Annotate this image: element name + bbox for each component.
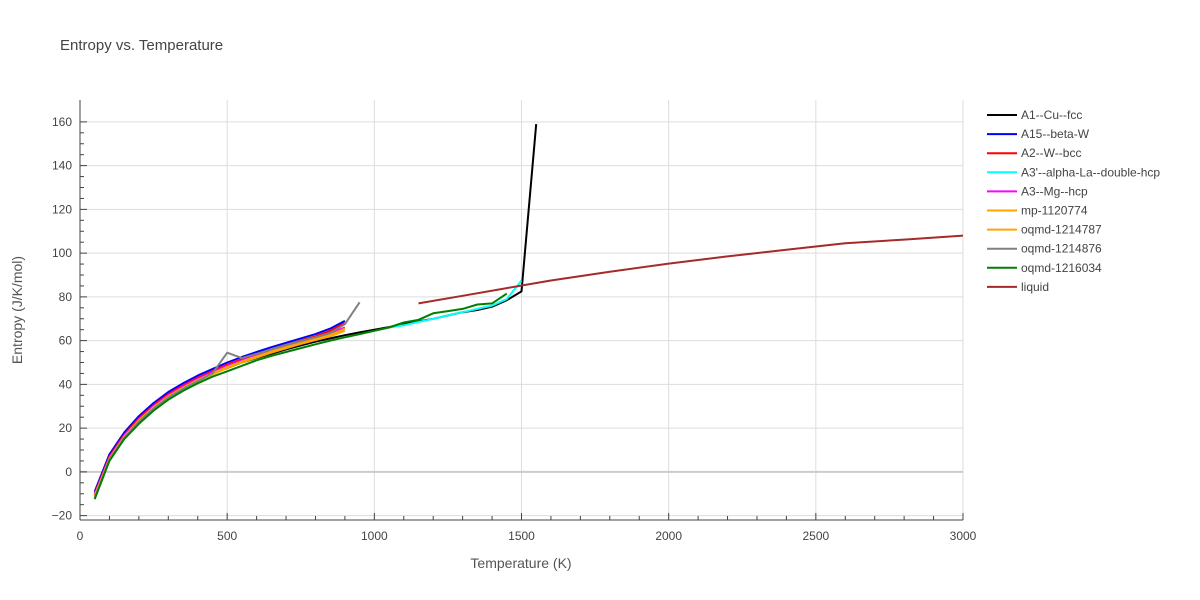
x-tick-label: 500	[217, 529, 237, 543]
y-tick-label: 140	[52, 159, 72, 173]
series-line-liquid	[418, 234, 964, 305]
x-tick-labels: 0 500 1000 1500 2000 2500 3000	[77, 529, 977, 543]
series-layer	[93, 124, 964, 500]
x-tick-label: 3000	[950, 529, 977, 543]
legend-item[interactable]: A3'--alpha-La--double-hcp	[987, 165, 1160, 179]
y-tick-label: 120	[52, 202, 72, 216]
chart-title: Entropy vs. Temperature	[60, 37, 223, 54]
x-tick-label: 1500	[508, 529, 535, 543]
x-tick-label: 1000	[361, 529, 388, 543]
legend-label: liquid	[1021, 280, 1049, 294]
legend-item[interactable]: A15--beta-W	[987, 127, 1090, 141]
legend-item[interactable]: oqmd-1216034	[987, 261, 1102, 275]
y-tick-labels: −20 0 20 40 60 80 100 120 140 160	[52, 115, 73, 523]
legend-label: oqmd-1214787	[1021, 223, 1102, 237]
legend-label: oqmd-1216034	[1021, 261, 1102, 275]
grid	[80, 100, 964, 520]
series-line-oqmd-1216034	[93, 292, 508, 500]
x-tick-label: 2500	[802, 529, 829, 543]
y-tick-label: 40	[59, 377, 73, 391]
legend-item[interactable]: liquid	[987, 280, 1049, 294]
legend-item[interactable]: oqmd-1214787	[987, 223, 1102, 237]
legend-label: A1--Cu--fcc	[1021, 108, 1082, 122]
y-tick-label: −20	[52, 509, 73, 523]
legend[interactable]: A1--Cu--fcc A15--beta-W A2--W--bcc A3'--alp…	[987, 108, 1160, 294]
legend-label: A3'--alpha-La--double-hcp	[1021, 165, 1160, 179]
y-tick-label: 60	[59, 334, 73, 348]
x-tick-label: 2000	[655, 529, 682, 543]
y-tick-label: 20	[59, 421, 73, 435]
legend-label: oqmd-1214876	[1021, 242, 1102, 256]
series-line-oqmd-1214876	[93, 301, 361, 499]
legend-item[interactable]: A3--Mg--hcp	[987, 184, 1088, 198]
legend-label: A15--beta-W	[1021, 127, 1090, 141]
legend-item[interactable]: oqmd-1214876	[987, 242, 1102, 256]
y-axis-label: Entropy (J/K/mol)	[9, 256, 25, 364]
legend-label: A2--W--bcc	[1021, 146, 1081, 160]
legend-item[interactable]: mp-1120774	[987, 204, 1088, 218]
axes	[79, 100, 964, 521]
series-line-A15--beta-W	[93, 320, 346, 492]
series-line-A3'--alpha-La--double-hcp	[388, 279, 523, 329]
x-axis-label: Temperature (K)	[470, 555, 571, 571]
y-tick-label: 100	[52, 246, 72, 260]
y-tick-label: 80	[59, 290, 73, 304]
legend-label: A3--Mg--hcp	[1021, 184, 1088, 198]
legend-item[interactable]: A2--W--bcc	[987, 146, 1081, 160]
legend-label: mp-1120774	[1021, 204, 1088, 218]
series-line-A3--Mg--hcp	[93, 326, 346, 496]
y-tick-label: 0	[65, 465, 72, 479]
x-tick-label: 0	[77, 529, 84, 543]
legend-item[interactable]: A1--Cu--fcc	[987, 108, 1082, 122]
series-line-mp-1120774	[93, 327, 346, 497]
series-line-A2--W--bcc	[93, 322, 346, 495]
y-tick-label: 160	[52, 115, 72, 129]
